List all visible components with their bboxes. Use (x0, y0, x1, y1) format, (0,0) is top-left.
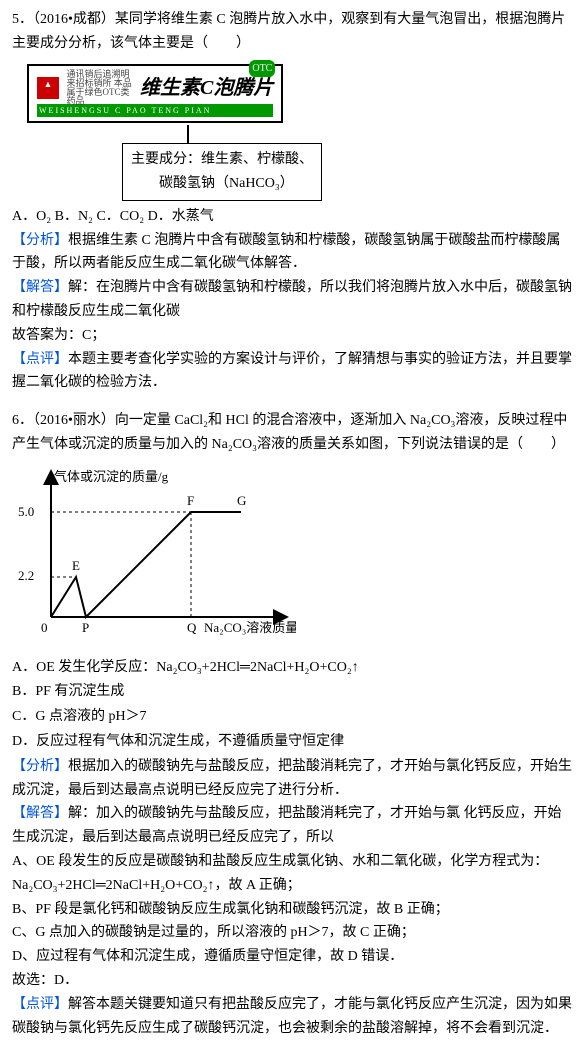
q5-optD: D．水蒸气 (148, 209, 214, 224)
xtick-P: P (82, 620, 89, 635)
q6-answer-end: 故选：D． (12, 969, 572, 993)
q5-optC: C．CO₂ (96, 209, 144, 224)
comment-text: 解答本题关键要知道只有把盐酸反应完了，才能与氯化钙反应产生沉淀，因为如果碳酸钠与… (12, 997, 572, 1036)
q6-options: A．OE 发生化学反应：Na₂CO₃+2HCl═2NaCl+H₂O+CO₂↑ B… (12, 656, 572, 754)
answer-label: 【解答】 (12, 806, 68, 821)
q6-optC: C．G 点溶液的 pH＞7 (12, 705, 572, 729)
answer-text2: 故答案为：C； (12, 324, 572, 348)
q5-options: A．O₂ B．N₂ C．CO₂ D．水蒸气 (12, 205, 572, 229)
q6-chart: 2.2 5.0 0 P Q E F G 气体或沉淀的质量/g Na₂CO₃溶液质… (16, 467, 296, 642)
analysis-label: 【分析】 (12, 759, 68, 774)
product-ribbon: WEISHENGSU C PAO TENG PIAN (37, 104, 273, 118)
analysis-text: 根据加入的碳酸钠先与盐酸反应，把盐酸消耗完了，才开始与氯化钙反应，开始生成沉淀，… (12, 759, 572, 798)
q5-comment: 【点评】本题主要考查化学实验的方案设计与评价，了解猜想与事实的验证方法，并且要掌… (12, 348, 572, 396)
ytick-22: 2.2 (18, 568, 34, 583)
y-label: 气体或沉淀的质量/g (54, 469, 169, 484)
ingredient-line2: 碳酸氢钠（NaHCO₃） (131, 172, 313, 196)
xtick-Q: Q (187, 620, 197, 635)
x-label: Na₂CO₃溶液质量/g (204, 620, 296, 635)
otc-badge: OTC (249, 60, 275, 77)
product-tag: 通讯销后追溯明来招标销所 本品属于绿色OTC类药品 (67, 70, 137, 106)
answer-text1: 解：加入的碳酸钠先与盐酸反应，把盐酸消耗完了，才开始与氯 化钙反应，开始生成沉淀… (12, 806, 562, 845)
pt-F: F (187, 493, 194, 508)
q6-answer-B: B、PF 段是氯化钙和碳酸钠反应生成氯化钠和碳酸钙沉淀，故 B 正确； (12, 898, 572, 922)
q5-optB: B．N₂ (55, 209, 93, 224)
origin-0: 0 (41, 620, 48, 635)
answer-label: 【解答】 (12, 280, 68, 295)
product-box: OTC ▲ 通讯销后追溯明来招标销所 本品属于绿色OTC类药品 维生素C泡腾片 … (27, 64, 283, 124)
analysis-label: 【分析】 (12, 233, 68, 248)
connector-line (187, 125, 189, 143)
ingredient-line1: 主要成分：维生素、柠檬酸、 (131, 148, 313, 172)
q6-answer: 【解答】解：加入的碳酸钠先与盐酸反应，把盐酸消耗完了，才开始与氯 化钙反应，开始… (12, 802, 572, 850)
q5-analysis: 【分析】根据维生素 C 泡腾片中含有碳酸氢钠和柠檬酸，碳酸氢钠属于碳酸盐而柠檬酸… (12, 229, 572, 277)
comment-label: 【点评】 (12, 997, 68, 1012)
q5-stem: 5．（2016•成都）某同学将维生素 C 泡腾片放入水中，观察到有大量气泡冒出，… (12, 8, 572, 56)
brand-logo-icon: ▲ (37, 77, 59, 99)
product-title: 维生素C泡腾片 (140, 77, 273, 99)
q6-answer-C: C、G 点加入的碳酸钠是过量的，所以溶液的 pH＞7，故 C 正确； (12, 921, 572, 945)
q6-analysis: 【分析】根据加入的碳酸钠先与盐酸反应，把盐酸消耗完了，才开始与氯化钙反应，开始生… (12, 755, 572, 803)
q5-optA: A．O₂ (12, 209, 51, 224)
pt-E: E (72, 558, 80, 573)
q6-optA: A．OE 发生化学反应：Na₂CO₃+2HCl═2NaCl+H₂O+CO₂↑ (12, 656, 572, 680)
q6-optB: B．PF 有沉淀生成 (12, 680, 572, 704)
ingredient-box: 主要成分：维生素、柠檬酸、 碳酸氢钠（NaHCO₃） (122, 143, 322, 201)
ytick-50: 5.0 (18, 504, 34, 519)
pt-G: G (237, 493, 246, 508)
q6-stem: 6．（2016•丽水）向一定量 CaCl₂和 HCl 的混合溶液中，逐渐加入 N… (12, 409, 572, 457)
analysis-text: 根据维生素 C 泡腾片中含有碳酸氢钠和柠檬酸，碳酸氢钠属于碳酸盐而柠檬酸属于酸，… (12, 233, 560, 272)
q5-answer: 【解答】解：在泡腾片中含有碳酸氢钠和柠檬酸，所以我们将泡腾片放入水中后，碳酸氢钠… (12, 276, 572, 324)
q6-optD: D．反应过程有气体和沉淀生成，不遵循质量守恒定律 (12, 730, 572, 754)
q6-comment: 【点评】解答本题关键要知道只有把盐酸反应完了，才能与氯化钙反应产生沉淀，因为如果… (12, 993, 572, 1041)
q6-answer-A: A、OE 段发生的反应是碳酸钠和盐酸反应生成氯化钠、水和二氧化碳，化学方程式为：… (12, 850, 572, 898)
comment-text: 本题主要考查化学实验的方案设计与评价，了解猜想与事实的验证方法，并且要掌握二氧化… (12, 352, 572, 391)
q6-answer-D: D、应过程有气体和沉淀生成，遵循质量守恒定律，故 D 错误． (12, 945, 572, 969)
answer-text1: 解：在泡腾片中含有碳酸氢钠和柠檬酸，所以我们将泡腾片放入水中后，碳酸氢钠和柠檬酸… (12, 280, 572, 319)
comment-label: 【点评】 (12, 352, 68, 367)
